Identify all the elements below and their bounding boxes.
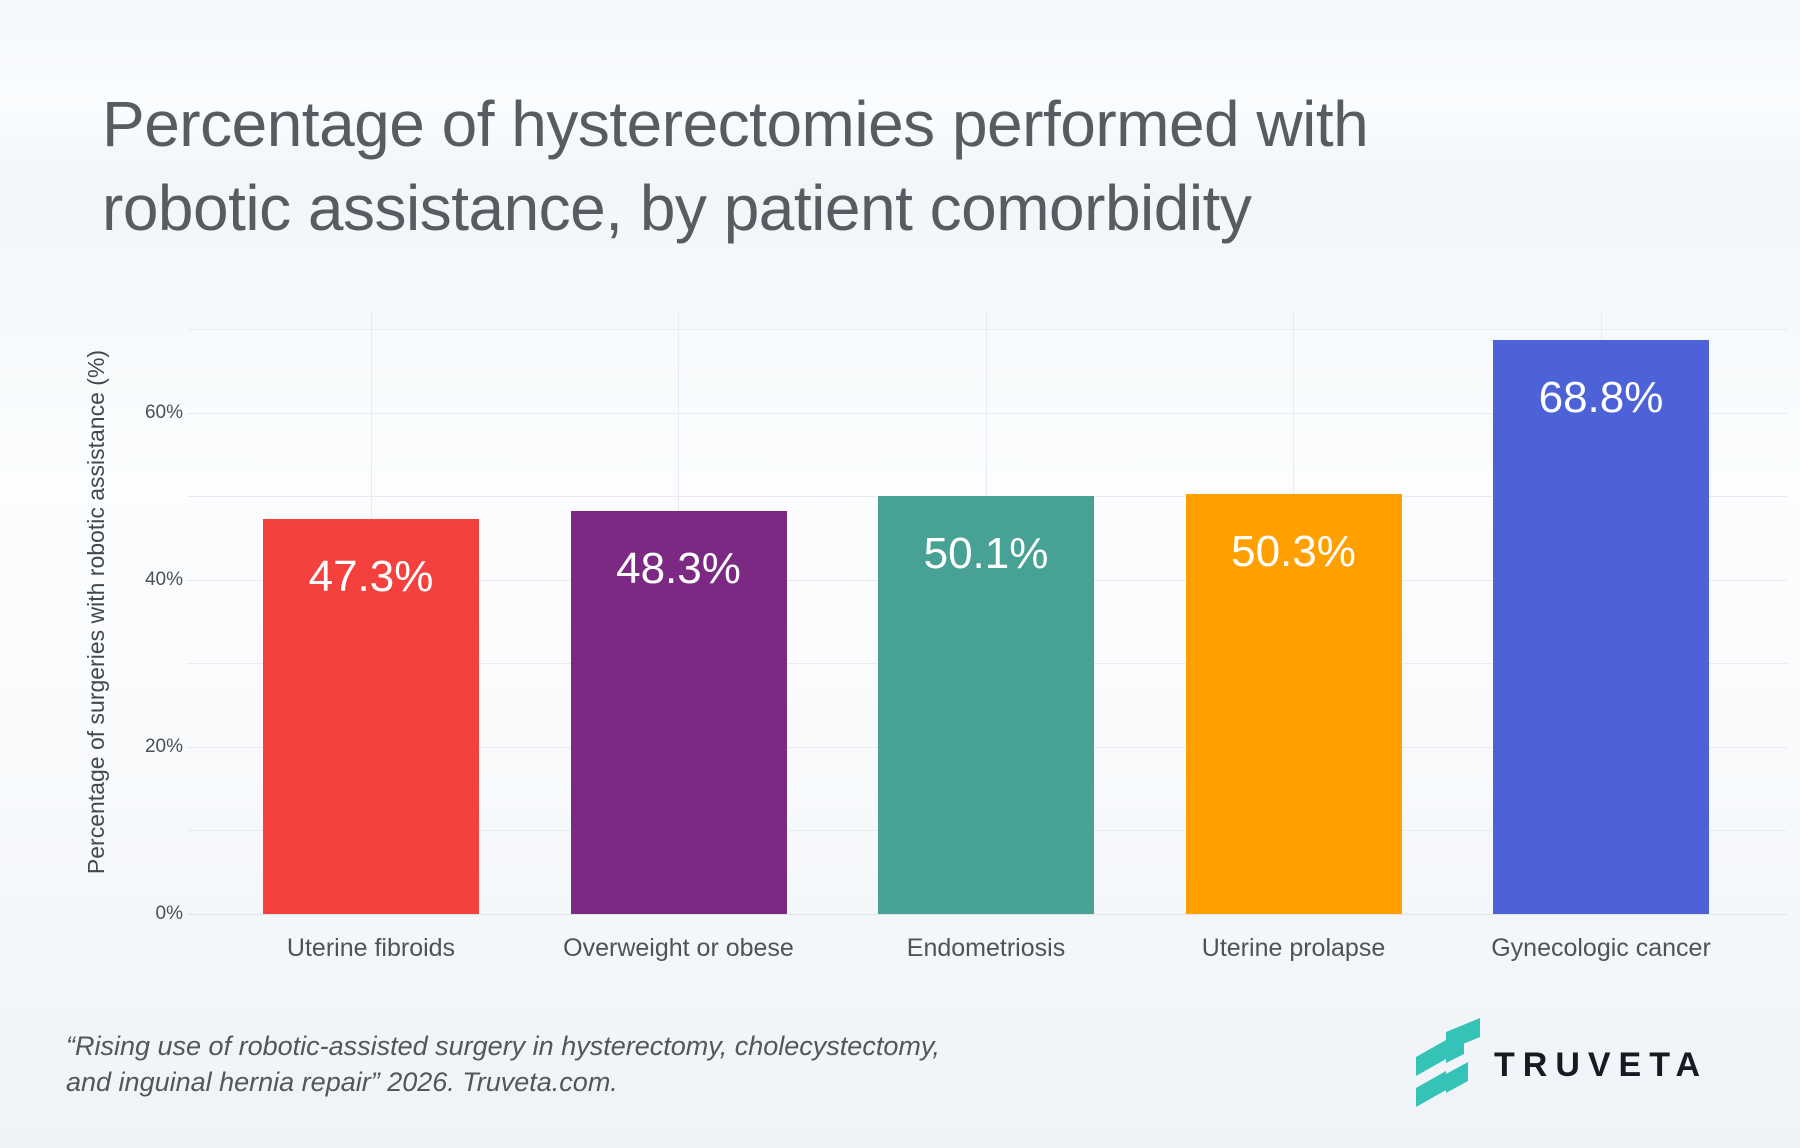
gridline-horizontal — [187, 329, 1787, 330]
chart-title-line1: Percentage of hysterectomies performed w… — [102, 88, 1369, 160]
category-label: Uterine fibroids — [286, 934, 456, 962]
truveta-logo: TRUVETA — [1416, 1016, 1756, 1116]
truveta-wordmark: TRUVETA — [1494, 1046, 1709, 1084]
category-label: Gynecologic cancer — [1491, 934, 1711, 962]
bar-value-label: 50.1% — [923, 528, 1049, 578]
y-axis-title: Percentage of surgeries with robotic ass… — [83, 349, 109, 875]
category-label: Uterine prolapse — [1201, 934, 1386, 962]
gridline-horizontal — [187, 412, 1787, 414]
bar-overweight-or-obese: 48.3% — [570, 510, 787, 914]
truveta-leaf-icon — [1416, 1018, 1480, 1107]
y-tick-label: 40% — [144, 569, 183, 590]
source-citation-line2: and inguinal hernia repair” 2026. Truvet… — [66, 1067, 618, 1097]
gridline-horizontal — [187, 913, 1787, 915]
source-citation-line1: “Rising use of robotic-assisted surgery … — [66, 1031, 940, 1061]
category-label: Endometriosis — [906, 934, 1066, 962]
bar-value-label: 48.3% — [616, 543, 741, 593]
bar-value-label: 47.3% — [308, 552, 434, 602]
bar-uterine-prolapse: 50.3% — [1185, 493, 1402, 914]
chart-title-line2: robotic assistance, by patient comorbidi… — [102, 172, 1252, 244]
bar-uterine-fibroids: 47.3% — [263, 519, 479, 914]
bar-endometriosis: 50.1% — [878, 495, 1094, 914]
y-tick-label: 0% — [155, 903, 183, 924]
bar-value-label: 68.8% — [1538, 372, 1664, 422]
source-citation: “Rising use of robotic-assisted surgery … — [66, 1028, 940, 1100]
bar-value-label: 50.3% — [1231, 526, 1356, 576]
bar-gynecologic-cancer: 68.8% — [1493, 339, 1709, 914]
y-tick-label: 60% — [144, 402, 183, 423]
chart-title: Percentage of hysterectomies performed w… — [102, 82, 1369, 250]
y-tick-label: 20% — [144, 736, 183, 757]
category-label: Overweight or obese — [563, 934, 794, 962]
